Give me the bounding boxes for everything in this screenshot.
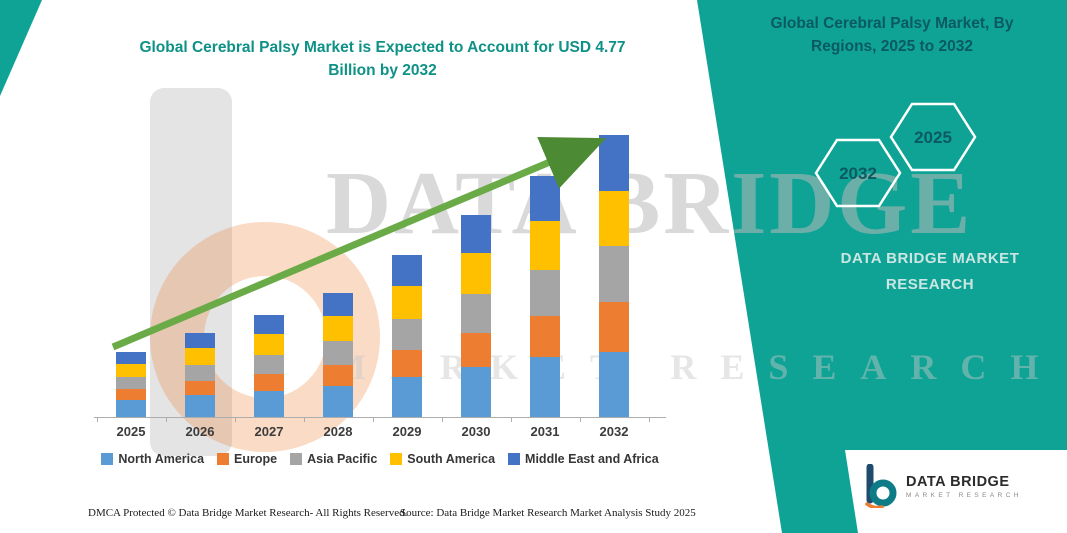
legend-label: North America [118,452,205,466]
bar-segment [254,373,284,391]
panel-title-line2: Regions, 2025 to 2032 [811,38,973,56]
legend-item: Middle East and Africa [508,452,659,466]
x-axis-label: 2025 [116,424,146,439]
year-hexagons: 2032 2025 [814,102,977,208]
axis-tick [441,418,443,422]
bar-segment [530,357,560,417]
brand-text-line2: RESEARCH [885,276,975,294]
bar-segment [392,285,422,319]
bar-segment [392,376,422,417]
x-axis-label: 2032 [599,424,629,439]
panel-title-line1: Global Cerebral Palsy Market, By [770,15,1014,32]
bar-segment [323,315,353,341]
bar-segment [461,253,491,295]
panel-title: Global Cerebral Palsy Market, By Regions… [742,12,1042,59]
legend-item: Europe [217,452,277,466]
bar-segment [323,340,353,365]
x-axis-label: 2030 [461,424,491,439]
watermark-data-bridge-text: DATA BRIDGE [326,154,974,253]
bar-segment [185,347,215,365]
bar-segment [254,315,284,335]
x-axis-label: 2028 [323,424,353,439]
bar-segment [599,351,629,417]
legend-swatch-icon [290,453,303,465]
bar-segment [530,270,560,317]
chart-title-line2: Billion by 2032 [328,62,437,80]
bar-segment [254,334,284,355]
x-axis-line [94,417,666,418]
bar-segment [323,386,353,417]
legend-swatch-icon [390,453,403,465]
legend-label: South America [407,452,496,466]
bar-segment [599,301,629,352]
bar-segment [461,215,491,254]
dmca-notice: DMCA Protected © Data Bridge Market Rese… [88,507,408,519]
legend-swatch-icon [101,453,114,465]
bar-segment [116,351,146,364]
axis-tick [372,418,374,422]
axis-tick [165,418,167,422]
legend-label: Europe [234,452,278,466]
bar-segment [323,364,353,387]
x-axis-label: 2026 [185,424,215,439]
x-axis-label: 2027 [254,424,284,439]
bar-segment [461,366,491,417]
axis-tick [96,418,98,422]
legend-swatch-icon [217,453,230,465]
data-bridge-b-icon [865,464,897,508]
watermark-market-research-text: MARKET RESEARCH [332,347,1063,387]
legend-item: North America [101,452,204,466]
chart-title: Global Cerebral Palsy Market is Expected… [95,36,670,83]
legend-item: Asia Pacific [290,452,377,466]
bar-segment [530,221,560,271]
bar-segment [254,390,284,417]
hexagon-front-year: 2025 [914,128,952,147]
bar-segment [254,354,284,374]
hexagon-2025-icon [889,102,977,172]
axis-tick [579,418,581,422]
bar-segment [392,255,422,286]
x-axis-label: 2031 [530,424,560,439]
chart-title-line1: Global Cerebral Palsy Market is Expected… [139,39,626,56]
axis-tick [234,418,236,422]
legend-item: South America [390,452,495,466]
logo-name: DATA BRIDGE [906,473,1010,490]
brand-text: DATA BRIDGE MARKET RESEARCH [810,246,1050,299]
bar-segment [599,245,629,302]
bar-segment [116,399,146,417]
chart-legend: North America Europe Asia Pacific South Ame… [75,452,685,466]
hexagon-2032-icon [814,138,902,208]
source-notice: Source: Data Bridge Market Research Mark… [400,507,696,519]
bar-segment [185,333,215,348]
bar-segment [116,363,146,377]
bar-segment [185,364,215,381]
logo-text: DATA BRIDGE MARKET RESEARCH [906,474,1022,499]
x-axis-label: 2029 [392,424,422,439]
logo-subtitle: MARKET RESEARCH [906,491,1022,499]
bar-segment [392,349,422,377]
legend-label: Asia Pacific [307,452,378,466]
axis-tick [648,418,650,422]
bar-segment [116,388,146,400]
bar-segment [461,333,491,367]
bar-segment [530,316,560,358]
axis-tick [510,418,512,422]
bar-segment [461,294,491,334]
hexagon-back-year: 2032 [839,164,877,183]
legend-swatch-icon [508,453,521,465]
axis-tick [303,418,305,422]
bar-segment [116,376,146,389]
data-bridge-logo: DATA BRIDGE MARKET RESEARCH [862,464,1022,508]
bar-segment [392,318,422,350]
bar-segment [323,292,353,316]
brand-text-line1: DATA BRIDGE MARKET [840,250,1020,267]
legend-label: Middle East and Africa [525,452,659,466]
bar-segment [599,191,629,246]
bar-segment [185,380,215,396]
bar-segment [185,395,215,417]
